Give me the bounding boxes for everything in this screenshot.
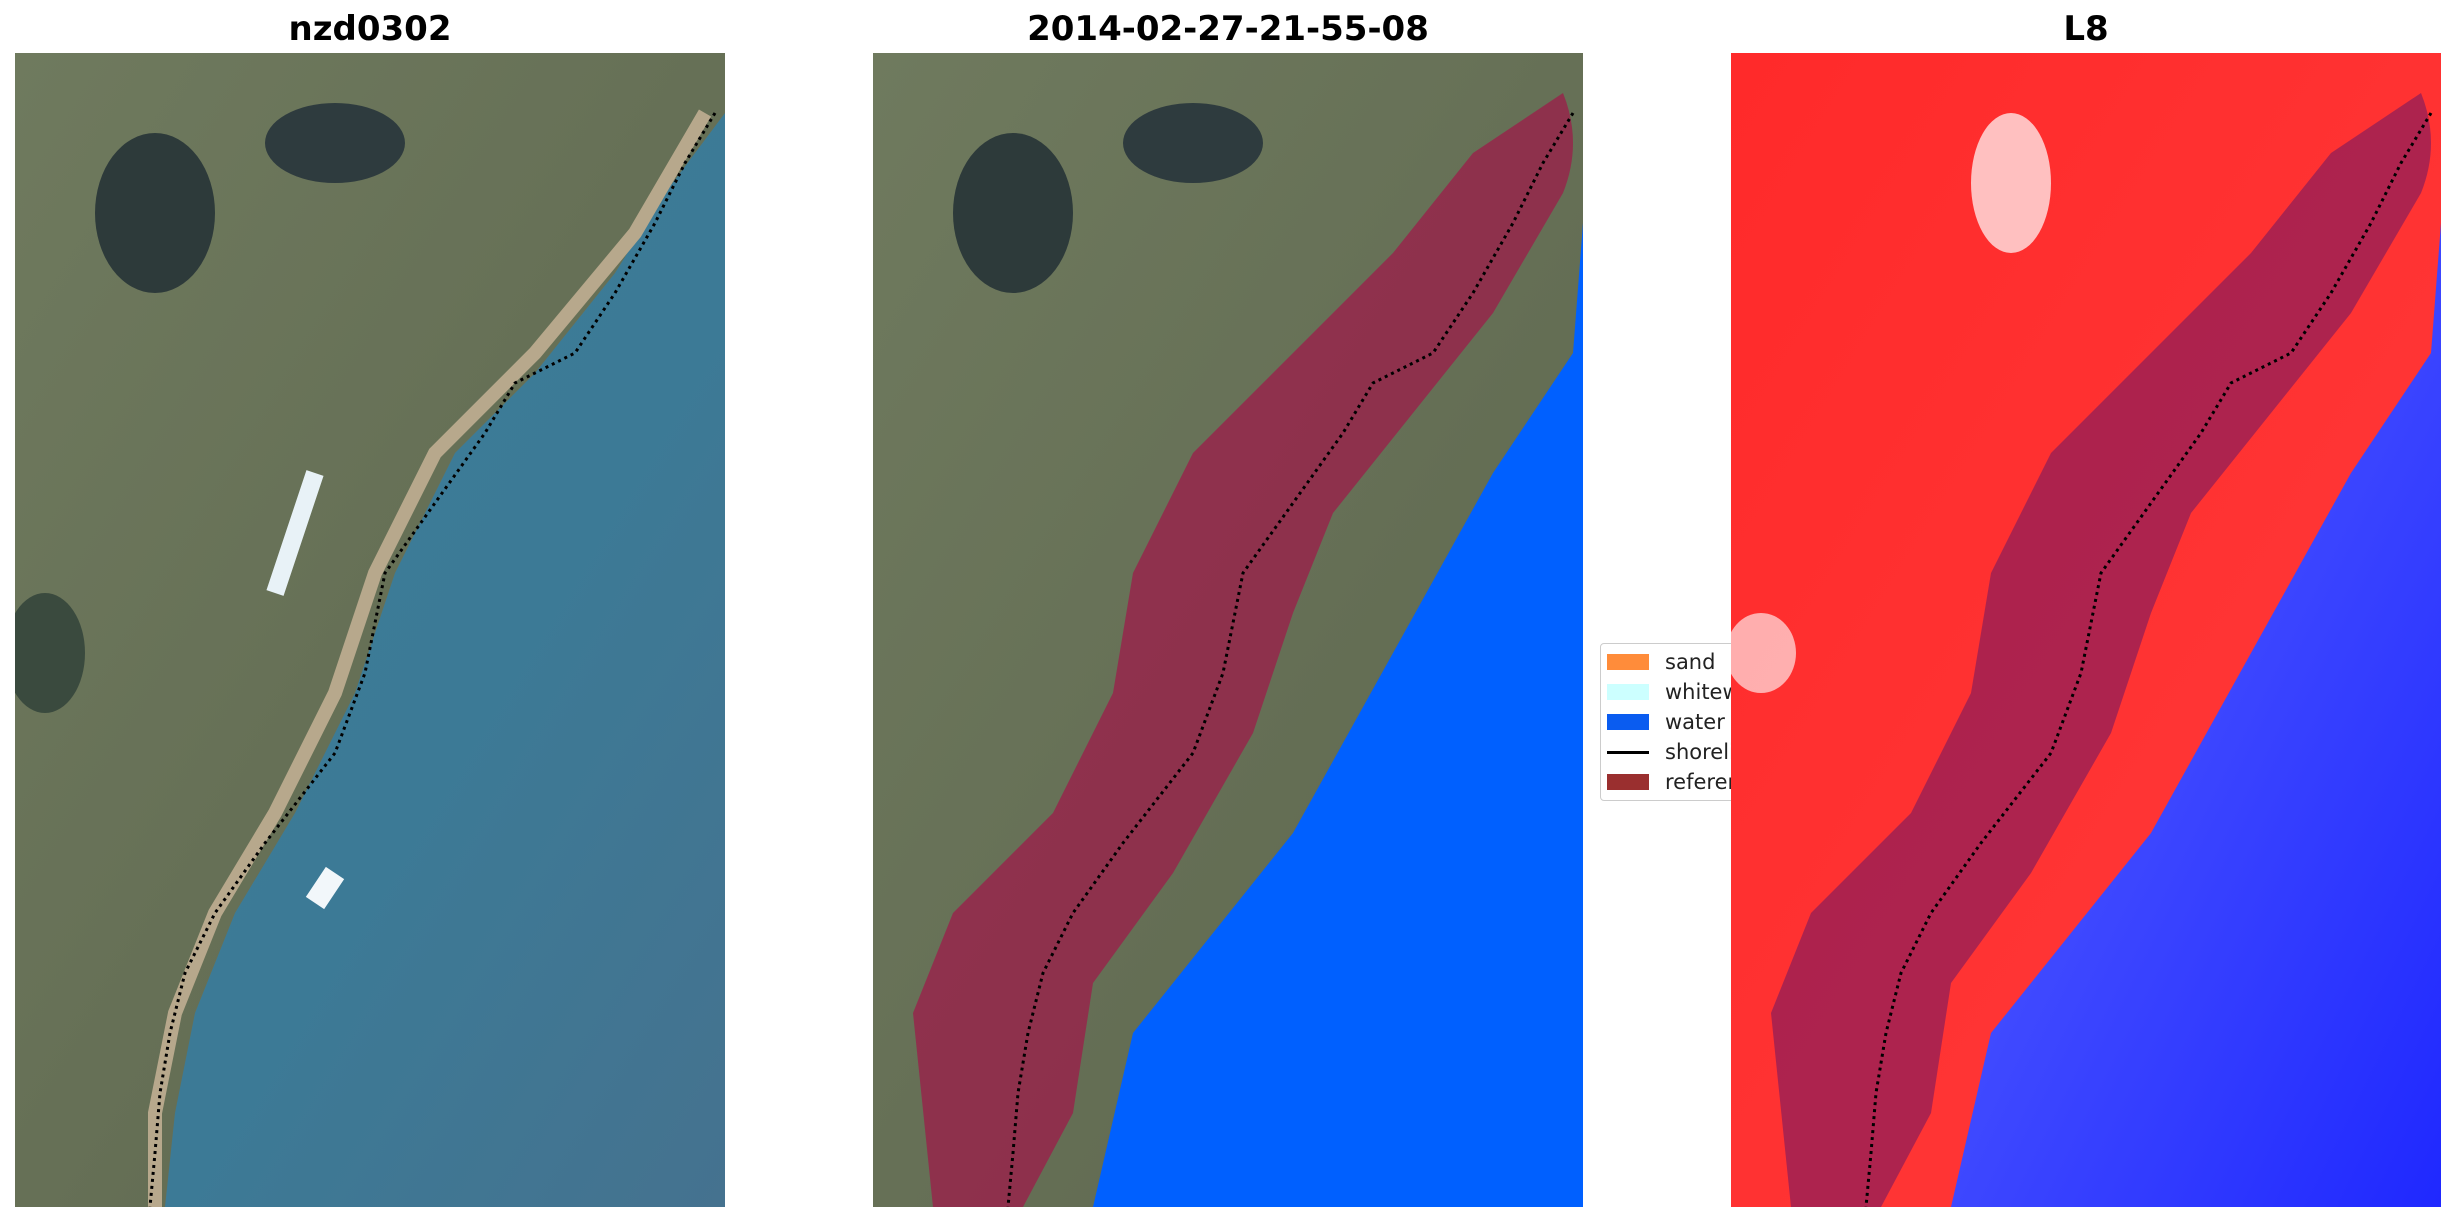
classified-image — [873, 53, 1583, 1207]
lake — [265, 103, 405, 183]
lake — [1123, 103, 1263, 183]
panel-title-classification: 2014-02-27-21-55-08 — [1027, 9, 1429, 49]
reference-buffer — [913, 93, 1573, 1207]
rgb-satellite-image — [15, 53, 725, 1207]
index-panel — [1731, 53, 2441, 1207]
lake — [953, 133, 1073, 293]
whitewater-swatch — [1607, 684, 1649, 700]
bright-patch — [1731, 613, 1796, 693]
beach-strip — [148, 109, 712, 1207]
lake — [95, 133, 215, 293]
reference-buffer — [1771, 93, 2431, 1207]
sand-swatch — [1607, 654, 1649, 670]
water-swatch — [1607, 714, 1649, 730]
legend-label: reference — [1665, 770, 1734, 794]
legend-label: water — [1665, 710, 1725, 734]
sea-index — [1951, 223, 2441, 1207]
panel-title-rgb: nzd0302 — [288, 9, 452, 49]
classification-panel — [873, 53, 1583, 1207]
panel-title-index: L8 — [2063, 9, 2109, 49]
legend-label: shoreline — [1665, 740, 1734, 764]
surf — [305, 866, 345, 910]
reference-swatch — [1607, 774, 1649, 790]
water-class-area — [1093, 223, 1583, 1207]
legend-item-sand: sand — [1607, 648, 1715, 676]
legend-item-water: water — [1607, 708, 1725, 736]
index-image — [1731, 53, 2441, 1207]
rgb-image-panel — [15, 53, 725, 1207]
dark-field — [15, 593, 85, 713]
legend-item-reference: reference — [1607, 768, 1734, 796]
legend-label: sand — [1665, 650, 1716, 674]
surf — [266, 470, 324, 596]
legend-item-shoreline: shoreline — [1607, 738, 1734, 766]
bright-patch — [1971, 113, 2051, 253]
shoreline-swatch — [1607, 750, 1649, 754]
